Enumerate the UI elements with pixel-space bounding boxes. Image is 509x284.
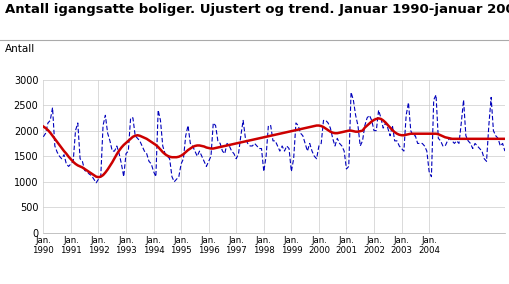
Antall boliger, trend: [95, 176, 101, 179]
Antall boliger, trend: [283, 130, 289, 134]
Text: Antall: Antall: [5, 44, 35, 54]
Antall boliger, trend: [375, 117, 381, 120]
Antall boliger, trend: [159, 151, 165, 154]
Antall boliger, ujustert: [40, 135, 46, 139]
Antall boliger, trend: [425, 132, 431, 135]
Antall boliger, ujustert: [494, 137, 500, 140]
Antall boliger, ujustert: [347, 91, 353, 94]
Antall boliger, trend: [269, 133, 275, 137]
Antall boliger, ujustert: [93, 181, 99, 185]
Antall boliger, trend: [40, 125, 46, 128]
Antall boliger, ujustert: [320, 119, 326, 122]
Antall boliger, trend: [494, 137, 500, 141]
Antall boliger, trend: [501, 137, 507, 141]
Line: Antall boliger, ujustert: Antall boliger, ujustert: [43, 92, 504, 183]
Antall boliger, ujustert: [425, 170, 431, 173]
Antall boliger, trend: [320, 125, 326, 129]
Antall boliger, ujustert: [159, 144, 165, 148]
Antall boliger, ujustert: [501, 149, 507, 153]
Line: Antall boliger, trend: Antall boliger, trend: [43, 118, 504, 177]
Antall boliger, ujustert: [269, 139, 275, 143]
Antall boliger, ujustert: [283, 144, 289, 148]
Text: Antall igangsatte boliger. Ujustert og trend. Januar 1990-januar 2004: Antall igangsatte boliger. Ujustert og t…: [5, 3, 509, 16]
